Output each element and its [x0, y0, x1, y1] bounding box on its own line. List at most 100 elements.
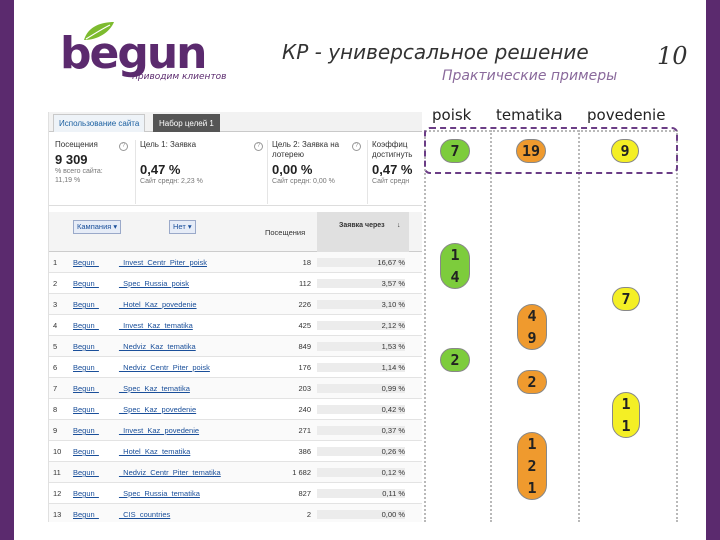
- visits-value: 425: [298, 321, 311, 330]
- table-row: 4 Begun_ _Invest_Kaz_tematika 425 2,12 %: [49, 315, 422, 336]
- analytics-report: Использование сайта Набор целей 1 Посеще…: [48, 112, 422, 522]
- table-row: 12 Begun_ _Spec_Russia_tematika 827 0,11 %: [49, 483, 422, 504]
- row-number: 4: [53, 321, 58, 330]
- campaign-name-link[interactable]: _Nedviz_Kaz_tematika: [119, 342, 196, 351]
- campaign-source-link[interactable]: Begun_: [73, 510, 99, 519]
- campaign-name-link[interactable]: _Spec_Russia_poisk: [119, 279, 190, 288]
- badge-digit: 7: [621, 290, 631, 308]
- campaign-name-link[interactable]: _Nedviz_Centr_Piter_tematika: [119, 468, 221, 477]
- help-icon[interactable]: ?: [119, 142, 128, 151]
- table-row: 2 Begun_ _Spec_Russia_poisk 112 3,57 %: [49, 273, 422, 294]
- metric-label: Цель 1: Заявка: [140, 140, 197, 149]
- campaign-name-link[interactable]: _Hotel_Kaz_povedenie: [119, 300, 197, 309]
- badge-digit: 2: [450, 351, 460, 369]
- row-number: 11: [53, 468, 61, 477]
- row-number: 9: [53, 426, 58, 435]
- badge-digit: 4: [527, 307, 537, 325]
- campaign-source-link[interactable]: Begun_: [73, 279, 99, 288]
- table-row: 11 Begun_ _Nedviz_Centr_Piter_tematika 1 68…: [49, 462, 422, 483]
- conversion-rate-value: 0,11 %: [317, 489, 405, 498]
- campaign-name-link[interactable]: _Hotel_Kaz_tematika: [119, 447, 191, 456]
- frame-stripe-left: [0, 14, 14, 540]
- help-icon[interactable]: ?: [352, 142, 361, 151]
- row-number: 10: [53, 447, 62, 456]
- highlight-top-row: [424, 127, 678, 174]
- count-badge: 19: [516, 139, 546, 163]
- campaign-source-link[interactable]: Begun_: [73, 363, 99, 372]
- column-label-tematika: tematika: [496, 106, 563, 124]
- tab-site-usage[interactable]: Использование сайта: [53, 114, 146, 132]
- metric-label: Коэффиц достигнуть: [372, 140, 413, 159]
- metric-conversion: Коэффиц достигнуть 0,47 % Сайт средн: [367, 140, 422, 204]
- campaign-source-link[interactable]: Begun_: [73, 384, 99, 393]
- badge-digit: 1: [527, 435, 537, 453]
- table-row: 9 Begun_ _Invest_Kaz_povedenie 271 0,37 %: [49, 420, 422, 441]
- row-number: 6: [53, 363, 58, 372]
- chevron-down-icon: ▾: [113, 222, 118, 231]
- campaign-source-link[interactable]: Begun_: [73, 489, 99, 498]
- visits-value: 240: [298, 405, 311, 414]
- metric-value: 0,47 %: [140, 162, 181, 177]
- conversion-rate-value: 1,53 %: [317, 342, 405, 351]
- conversion-rate-value: 2,12 %: [317, 321, 405, 330]
- column-header-visits[interactable]: Посещения: [265, 228, 306, 237]
- visits-value: 226: [298, 300, 311, 309]
- campaign-source-link[interactable]: Begun_: [73, 405, 99, 414]
- badge-digit: 9: [620, 142, 630, 160]
- campaign-name-link[interactable]: _Invest_Kaz_povedenie: [119, 426, 200, 435]
- row-number: 2: [53, 279, 58, 288]
- help-icon[interactable]: ?: [254, 142, 263, 151]
- visits-value: 1 682: [292, 468, 311, 477]
- report-tabs: Использование сайта Набор целей 1: [49, 112, 422, 132]
- badge-digit: 19: [521, 142, 541, 160]
- campaign-name-link[interactable]: _Spec_Kaz_tematika: [119, 384, 190, 393]
- table-row: 10 Begun_ _Hotel_Kaz_tematika 386 0,26 %: [49, 441, 422, 462]
- campaign-source-link[interactable]: Begun_: [73, 342, 99, 351]
- dimension-select-secondary[interactable]: Нет ▾: [169, 220, 196, 234]
- conversion-rate-value: 3,57 %: [317, 279, 405, 288]
- visits-value: 176: [298, 363, 311, 372]
- campaign-name-link[interactable]: _CIS_countries: [119, 510, 171, 519]
- table-row: 6 Begun_ _Nedviz_Centr_Piter_poisk 176 1,14 …: [49, 357, 422, 378]
- campaign-source-link[interactable]: Begun_: [73, 426, 99, 435]
- campaign-name-link[interactable]: _Invest_Kaz_tematika: [119, 321, 193, 330]
- slide-title: КР - универсальное решение: [282, 40, 589, 64]
- campaign-name-link[interactable]: _Invest_Centr_Piter_poisk: [119, 258, 207, 267]
- campaign-source-link[interactable]: Begun_: [73, 321, 99, 330]
- visits-value: 2: [306, 510, 311, 519]
- metric-sub: Сайт средн: 2,23 %: [140, 178, 203, 185]
- campaign-source-link[interactable]: Begun_: [73, 447, 99, 456]
- metric-sub: Сайт средн: [372, 178, 410, 185]
- campaign-table: Кампания ▾ Нет ▾ Посещения Заявка через …: [49, 212, 422, 522]
- dimension-select-campaign[interactable]: Кампания ▾: [73, 220, 122, 234]
- campaign-name-link[interactable]: _Nedviz_Centr_Piter_poisk: [119, 363, 210, 372]
- conversion-rate-value: 0,00 %: [317, 510, 405, 519]
- dimension-label: Кампания: [77, 222, 112, 231]
- conversion-rate-value: 1,14 %: [317, 363, 405, 372]
- metric-goal-1: Цель 1: Заявка 0,47 % Сайт средн: 2,23 %…: [135, 140, 267, 204]
- leaf-icon: [84, 22, 114, 40]
- metric-visits: Посещения 9 309 % всего сайта: 11,19 % ?: [51, 140, 135, 204]
- column-header-rate[interactable]: Заявка через ↓: [317, 212, 409, 252]
- grid-line: [490, 130, 492, 522]
- campaign-source-link[interactable]: Begun_: [73, 300, 99, 309]
- table-row: 3 Begun_ _Hotel_Kaz_povedenie 226 3,10 %: [49, 294, 422, 315]
- slide-subtitle: Практические примеры: [442, 68, 618, 84]
- visits-value: 203: [298, 384, 311, 393]
- logo-wordmark: begun: [60, 28, 207, 79]
- metric-value: 0,00 %: [272, 162, 313, 177]
- sort-arrow-icon: ↓: [397, 222, 401, 229]
- table-body: 1 Begun_ _Invest_Centr_Piter_poisk 18 16,67 …: [49, 252, 422, 522]
- campaign-name-link[interactable]: _Spec_Kaz_povedenie: [119, 405, 197, 414]
- begun-logo: begun приводим клиентов: [60, 20, 235, 90]
- metric-sub: Сайт средн: 0,00 %: [272, 178, 335, 185]
- count-badge: 7: [440, 139, 470, 163]
- campaign-name-link[interactable]: _Spec_Russia_tematika: [119, 489, 200, 498]
- row-number: 12: [53, 489, 62, 498]
- campaign-source-link[interactable]: Begun_: [73, 468, 99, 477]
- grid-line: [425, 130, 675, 132]
- campaign-source-link[interactable]: Begun_: [73, 258, 99, 267]
- conversion-rate-value: 0,26 %: [317, 447, 405, 456]
- conversion-rate-value: 16,67 %: [317, 258, 405, 267]
- tab-goal-set-1[interactable]: Набор целей 1: [153, 114, 220, 132]
